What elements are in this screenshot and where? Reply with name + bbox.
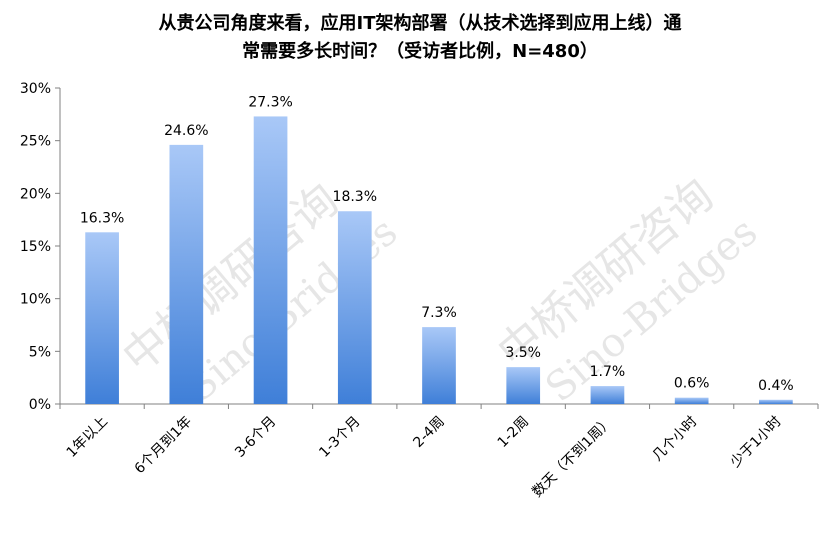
bar <box>506 367 541 404</box>
bar <box>674 397 709 404</box>
bar-value-label: 0.6% <box>674 376 710 392</box>
bar-value-label: 16.3% <box>80 210 124 226</box>
y-tick-label: 10% <box>20 292 51 308</box>
bar-value-label: 0.4% <box>758 378 794 394</box>
bar <box>85 232 119 404</box>
bar <box>759 399 793 404</box>
category-label: 1-2周 <box>495 414 532 451</box>
y-tick-label: 15% <box>20 239 51 255</box>
y-tick-label: 5% <box>29 344 51 360</box>
chart-title: 从贵公司角度来看，应用IT架构部署（从技术选择到应用上线）通 常需要多长时间？（… <box>40 10 800 66</box>
bar-value-label: 27.3% <box>248 94 292 110</box>
bar <box>253 116 288 404</box>
data-labels: 16.3% 24.6% 27.3% 18.3% 7.3% 3.5% 1.7% 0.6% 0.4% <box>80 94 794 393</box>
category-label: 2-4周 <box>410 414 447 451</box>
category-label: 几个小时 <box>650 414 701 465</box>
category-label: 1年以上 <box>64 414 111 461</box>
category-label: 3-6个月 <box>232 414 279 461</box>
bar-value-label: 24.6% <box>164 123 208 139</box>
bars <box>85 116 793 404</box>
bar <box>590 386 625 404</box>
chart-title-line-2: 常需要多长时间？（受访者比例，N=480） <box>242 41 598 62</box>
category-label: 1-3个月 <box>316 414 363 461</box>
bar-value-label: 1.7% <box>590 364 626 380</box>
bar-value-label: 3.5% <box>505 345 541 361</box>
category-label: 6个月到1年 <box>132 414 196 478</box>
bar-value-label: 18.3% <box>333 189 377 205</box>
category-label: 少于1小时 <box>727 414 784 471</box>
chart-title-line-1: 从贵公司角度来看，应用IT架构部署（从技术选择到应用上线）通 <box>158 13 682 34</box>
y-tick-label: 0% <box>29 397 51 413</box>
y-tick-label: 25% <box>20 134 51 150</box>
bar-value-label: 7.3% <box>421 305 457 321</box>
category-label: 数天（不到1周） <box>529 414 616 501</box>
bar <box>422 327 456 404</box>
bar <box>169 144 204 404</box>
y-tick-label: 30% <box>20 81 51 97</box>
y-tick-label: 20% <box>20 186 51 202</box>
bar <box>337 211 372 404</box>
